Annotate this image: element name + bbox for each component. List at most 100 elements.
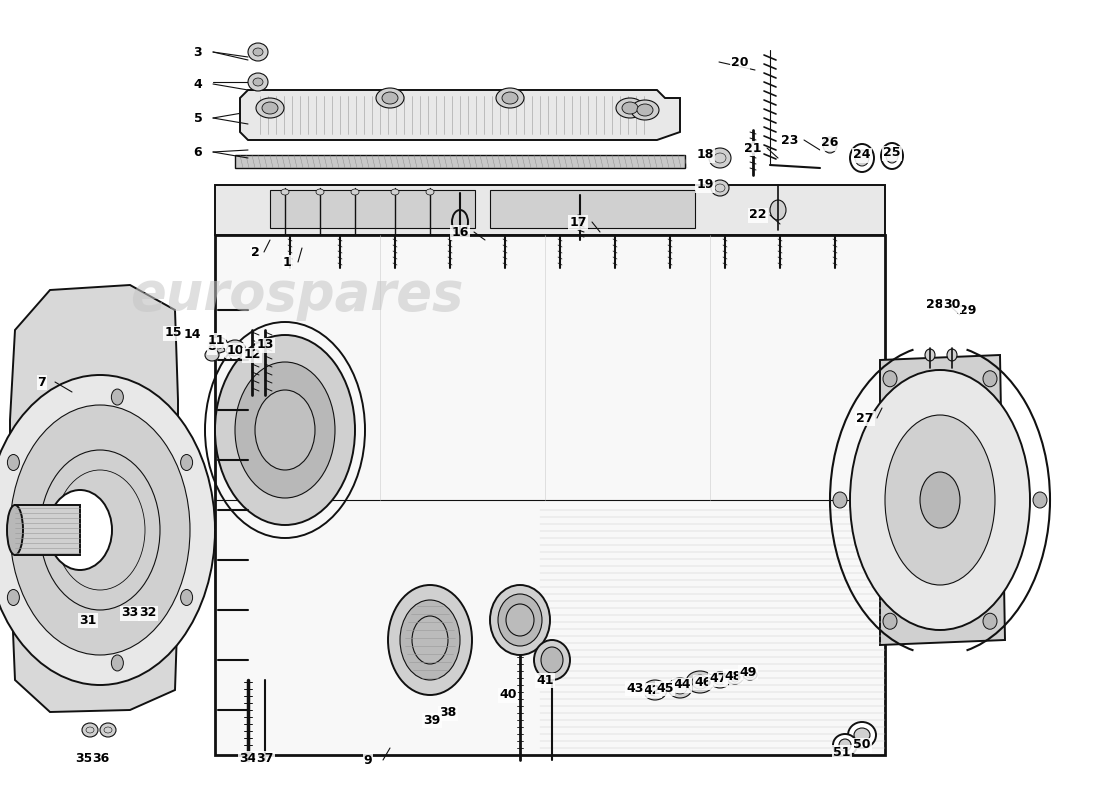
Bar (15, 505, 80, 555)
Text: 51: 51 (834, 746, 850, 758)
Ellipse shape (8, 590, 20, 606)
Polygon shape (240, 90, 680, 140)
Text: 7: 7 (37, 375, 46, 389)
Ellipse shape (235, 362, 336, 498)
Ellipse shape (452, 210, 468, 234)
Ellipse shape (732, 674, 739, 682)
Ellipse shape (316, 189, 324, 195)
Ellipse shape (854, 728, 870, 742)
Ellipse shape (855, 150, 869, 166)
Ellipse shape (10, 405, 190, 655)
Text: 47: 47 (710, 673, 727, 686)
Text: 41: 41 (537, 674, 553, 686)
Ellipse shape (920, 472, 960, 528)
Ellipse shape (616, 98, 644, 118)
Ellipse shape (248, 73, 268, 91)
Ellipse shape (714, 675, 726, 685)
Text: 2: 2 (251, 246, 260, 258)
Text: 23: 23 (781, 134, 799, 146)
Ellipse shape (631, 100, 659, 120)
Text: 17: 17 (570, 215, 586, 229)
Text: 14: 14 (184, 329, 200, 342)
Text: 46: 46 (694, 675, 712, 689)
Ellipse shape (710, 672, 730, 688)
Text: 38: 38 (439, 706, 456, 719)
Text: 40: 40 (499, 689, 517, 702)
Text: 11: 11 (207, 334, 224, 346)
Text: 48: 48 (724, 670, 741, 682)
Ellipse shape (770, 200, 786, 220)
Ellipse shape (48, 490, 112, 570)
Text: 4: 4 (194, 78, 202, 90)
Ellipse shape (692, 675, 708, 689)
Ellipse shape (390, 189, 399, 195)
Ellipse shape (833, 734, 857, 756)
Ellipse shape (506, 604, 534, 636)
Text: 27: 27 (856, 411, 873, 425)
Text: 42: 42 (644, 683, 661, 697)
Ellipse shape (400, 600, 460, 680)
Ellipse shape (208, 337, 228, 353)
Ellipse shape (886, 149, 898, 163)
Polygon shape (235, 155, 685, 168)
Ellipse shape (253, 78, 263, 86)
Text: 29: 29 (959, 303, 977, 317)
Ellipse shape (8, 454, 20, 470)
Text: 37: 37 (256, 751, 274, 765)
Text: 18: 18 (696, 149, 714, 162)
Text: 10: 10 (227, 343, 244, 357)
Ellipse shape (351, 189, 359, 195)
Ellipse shape (621, 102, 638, 114)
Ellipse shape (248, 43, 268, 61)
Text: 15: 15 (164, 326, 182, 339)
Text: 32: 32 (140, 606, 156, 619)
Text: 28: 28 (926, 298, 944, 311)
Text: 50: 50 (854, 738, 871, 751)
Ellipse shape (947, 349, 957, 361)
Text: 21: 21 (745, 142, 761, 154)
Ellipse shape (111, 389, 123, 405)
Text: 31: 31 (79, 614, 97, 626)
Ellipse shape (883, 614, 896, 630)
Ellipse shape (668, 678, 692, 698)
Ellipse shape (727, 672, 742, 684)
Ellipse shape (255, 390, 315, 470)
Ellipse shape (280, 189, 289, 195)
Ellipse shape (496, 88, 524, 108)
Ellipse shape (686, 671, 714, 693)
Ellipse shape (848, 722, 876, 748)
Ellipse shape (502, 92, 518, 104)
Text: 3: 3 (194, 46, 202, 58)
Ellipse shape (226, 340, 245, 356)
Ellipse shape (823, 137, 837, 153)
Text: 39: 39 (424, 714, 441, 726)
Polygon shape (214, 185, 886, 235)
Text: 9: 9 (364, 754, 372, 766)
Ellipse shape (925, 349, 935, 361)
Ellipse shape (382, 92, 398, 104)
Ellipse shape (747, 143, 759, 153)
Ellipse shape (376, 88, 404, 108)
Ellipse shape (886, 415, 996, 585)
Bar (490, 190, 695, 228)
Ellipse shape (637, 104, 653, 116)
Text: 13: 13 (256, 338, 274, 351)
Text: 12: 12 (243, 349, 261, 362)
Text: 1: 1 (283, 255, 292, 269)
Ellipse shape (881, 143, 903, 169)
Ellipse shape (180, 590, 192, 606)
Text: 34: 34 (240, 751, 256, 765)
Text: 30: 30 (944, 298, 960, 311)
Text: 24: 24 (854, 149, 871, 162)
Text: 35: 35 (75, 751, 92, 765)
Text: 6: 6 (194, 146, 202, 158)
Ellipse shape (534, 640, 570, 680)
Ellipse shape (1033, 492, 1047, 508)
Text: 8: 8 (208, 341, 217, 354)
Text: 49: 49 (739, 666, 757, 678)
Text: 22: 22 (749, 209, 767, 222)
Ellipse shape (256, 98, 284, 118)
Text: 33: 33 (121, 606, 139, 619)
Text: 45: 45 (657, 682, 673, 694)
Text: 19: 19 (696, 178, 714, 191)
